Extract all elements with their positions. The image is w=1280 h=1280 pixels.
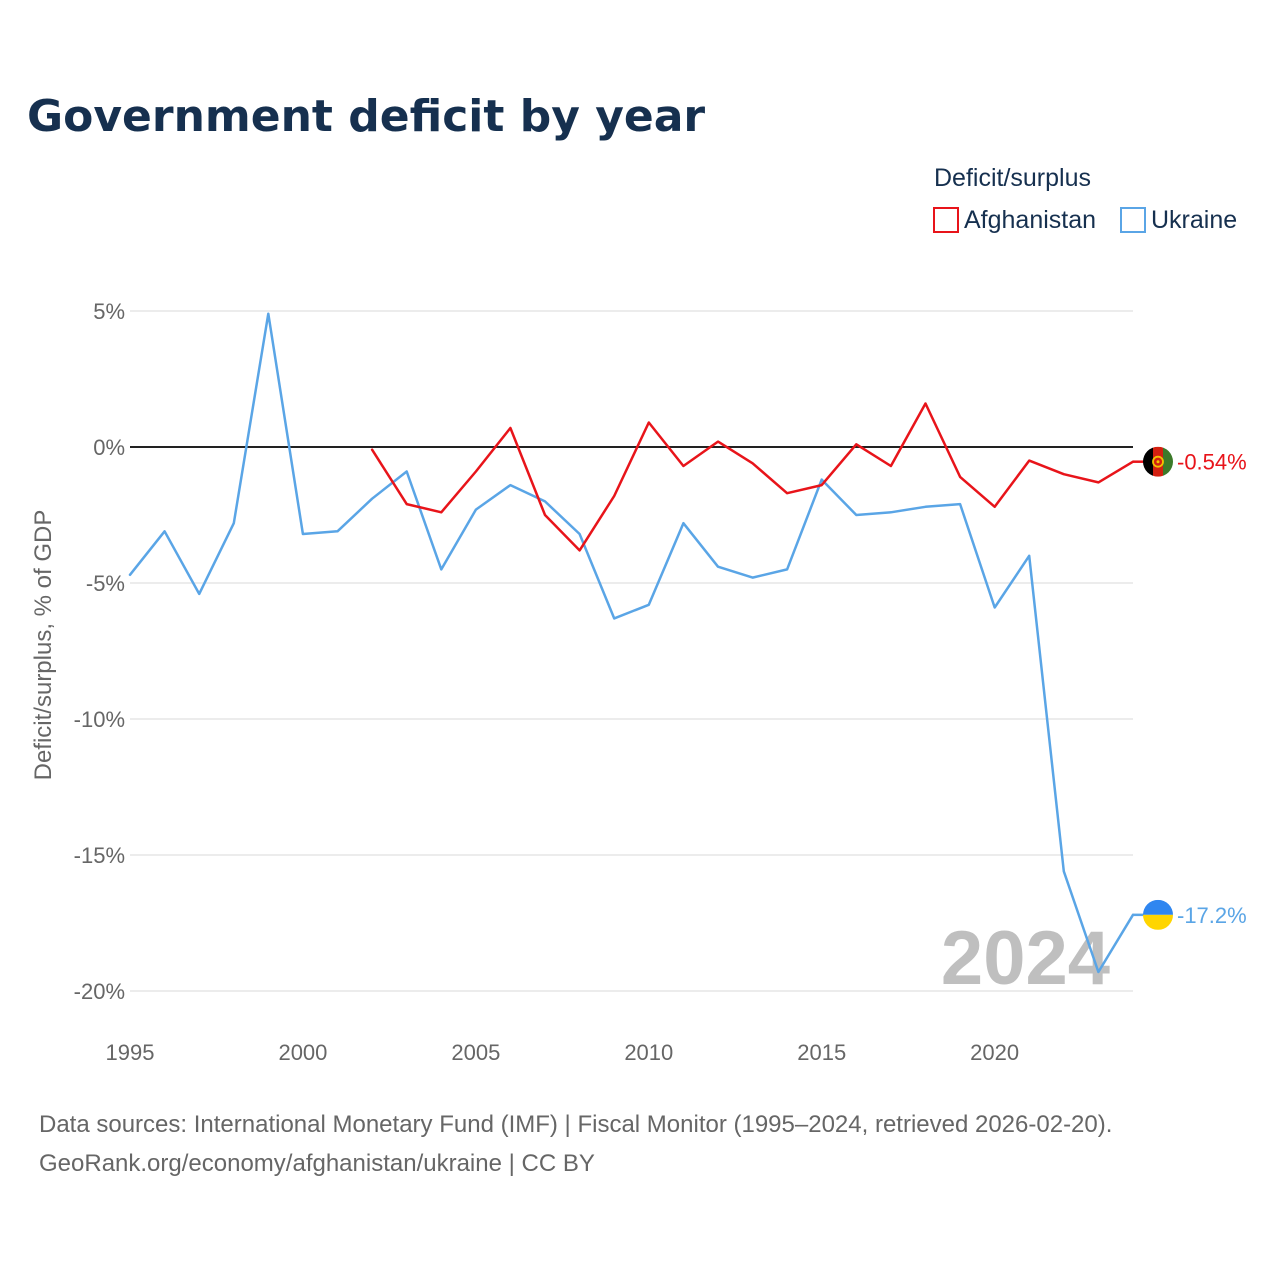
y-tick-label: 0% xyxy=(93,435,125,460)
series-line-ukraine xyxy=(128,312,1135,974)
legend-label: Ukraine xyxy=(1151,206,1237,234)
legend-swatch xyxy=(1120,207,1146,233)
series-lines xyxy=(128,312,1135,974)
y-tick-label: -20% xyxy=(74,979,125,1004)
legend-item-afghanistan[interactable]: Afghanistan xyxy=(933,206,1096,234)
legend-item-ukraine[interactable]: Ukraine xyxy=(1120,206,1237,234)
chart-title: Government deficit by year xyxy=(27,91,705,142)
y-tick-label: -15% xyxy=(74,843,125,868)
x-tick-label: 2005 xyxy=(451,1040,500,1065)
legend-title: Deficit/surplus xyxy=(934,164,1091,192)
y-tick-label: -10% xyxy=(74,707,125,732)
end-markers: -0.54% -17.2% xyxy=(1133,446,1247,930)
flag-ukraine-icon xyxy=(1143,899,1173,930)
gridlines xyxy=(130,310,1133,992)
flag-afghanistan-icon xyxy=(1143,446,1173,477)
end-label-ukraine: -17.2% xyxy=(1177,903,1247,928)
y-axis-ticks: 5% 0% -5% -10% -15% -20% xyxy=(74,299,125,1004)
x-tick-label: 2020 xyxy=(970,1040,1019,1065)
source-line-2: GeoRank.org/economy/afghanistan/ukraine … xyxy=(39,1150,595,1177)
year-watermark: 2024 xyxy=(941,916,1110,1001)
legend: Deficit/surplus Afghanistan Ukraine xyxy=(933,164,1237,234)
legend-swatch xyxy=(933,207,959,233)
y-tick-label: -5% xyxy=(86,571,125,596)
source-line-1: Data sources: International Monetary Fun… xyxy=(39,1111,1112,1138)
x-tick-label: 2010 xyxy=(624,1040,673,1065)
y-tick-label: 5% xyxy=(93,299,125,324)
x-tick-label: 1995 xyxy=(106,1040,155,1065)
x-tick-label: 2015 xyxy=(797,1040,846,1065)
x-axis-ticks: 1995 2000 2005 2010 2015 2020 xyxy=(106,1040,1020,1065)
end-label-afghanistan: -0.54% xyxy=(1177,450,1247,475)
y-axis-title: Deficit/surplus, % of GDP xyxy=(30,510,57,781)
x-tick-label: 2000 xyxy=(278,1040,327,1065)
legend-label: Afghanistan xyxy=(964,206,1096,234)
series-line-afghanistan xyxy=(370,402,1135,552)
